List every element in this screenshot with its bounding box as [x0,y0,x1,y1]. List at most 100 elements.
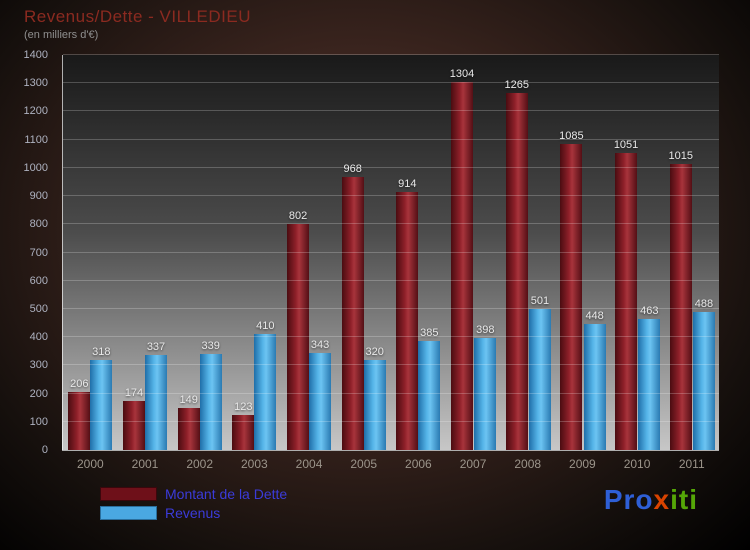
x-tick-label: 2010 [623,457,651,471]
bar-value-label: 1304 [449,68,475,81]
bar-dette [451,82,474,450]
logo-letter: i [670,484,679,515]
legend-row-dette: Montant de la Dette [100,486,287,502]
bar-value-label: 149 [179,393,198,406]
logo-letter: o [635,484,654,515]
y-tick-label: 1200 [23,105,48,118]
bar-value-label: 385 [420,327,439,340]
bar-group: 1085 448 2009 [555,55,610,471]
bar-revenus [145,354,167,450]
barwrap-revenus: 337 [145,55,167,450]
bar-revenus [363,359,386,450]
legend: Montant de la Dette Revenus [100,486,287,524]
bar-revenus [583,323,606,450]
barwrap-dette: 1265 [504,55,529,450]
x-tick-label: 2003 [241,457,268,471]
y-tick-label: 300 [29,359,48,372]
legend-swatch-revenus [100,506,157,520]
logo-letter: r [623,484,636,515]
bar-value-label: 448 [585,309,604,322]
y-tick-label: 500 [29,302,48,315]
bar-group: 123 410 2003 [227,55,282,471]
logo-letter: x [653,484,671,515]
barwrap-dette: 914 [396,55,419,450]
bar-value-label: 914 [398,178,417,191]
barwrap-revenus: 463 [638,55,661,450]
bar-group: 1015 488 2011 [664,55,719,471]
x-tick-label: 2011 [678,457,705,471]
logo-letter: t [678,484,690,515]
bar-value-label: 123 [234,401,253,414]
bar-group: 1051 463 2010 [610,55,665,471]
bar-value-label: 339 [201,340,220,353]
y-tick-label: 600 [29,274,48,287]
bar-revenus [309,353,332,450]
bar-revenus [528,308,551,450]
bar-revenus [692,312,715,450]
barwrap-dette: 1085 [559,55,584,450]
barwrap-revenus: 385 [418,55,441,450]
bar-group: 149 339 2002 [172,55,227,471]
barwrap-dette: 1015 [668,55,693,450]
bar-group: 206 318 2000 [63,55,118,471]
bar-revenus [474,337,497,450]
bar-group: 1304 398 2007 [446,55,501,471]
logo-letter: i [689,484,698,515]
y-tick-label: 400 [29,331,48,344]
bar-group: 802 343 2004 [282,55,337,471]
bar-revenus [418,341,441,450]
barwrap-dette: 802 [287,55,310,450]
bar-value-label: 337 [146,340,166,353]
x-tick-label: 2007 [459,457,487,471]
barwrap-revenus: 343 [309,55,332,450]
barwrap-dette: 1304 [450,55,474,450]
bar-group: 174 337 2001 [118,55,173,471]
x-tick-label: 2009 [569,457,596,471]
y-tick-label: 700 [29,246,48,259]
barwrap-revenus: 448 [583,55,606,450]
logo-letter: P [603,484,624,515]
y-tick-label: 200 [29,387,48,400]
bar-value-label: 968 [343,162,362,175]
bar-value-label: 501 [530,294,550,307]
bar-group: 914 385 2006 [391,55,446,471]
bar-value-label: 1015 [668,149,693,162]
barwrap-revenus: 398 [474,55,497,450]
y-axis-labels: 0 100 200 300 400 500 600 700 800 900 1000 1100 1200… [0,49,56,456]
x-tick-label: 2001 [131,457,159,471]
barwrap-dette: 123 [232,55,255,450]
bar-dette [341,176,364,450]
proxiti-logo: Proxiti [604,484,698,516]
bar-value-label: 320 [365,345,384,358]
bar-value-label: 802 [288,209,308,222]
legend-label-dette: Montant de la Dette [165,486,288,502]
barwrap-revenus: 318 [90,55,113,450]
bar-dette [177,407,200,450]
bar-revenus [638,319,661,450]
y-tick-label: 900 [29,190,48,203]
x-tick-label: 2000 [76,457,104,471]
y-tick-label: 1000 [23,161,48,174]
y-tick-label: 1400 [23,49,48,61]
bar-value-label: 206 [70,377,89,390]
x-tick-label: 2004 [295,457,323,471]
bar-value-label: 410 [256,320,275,333]
y-tick-label: 1100 [24,133,48,146]
y-tick-label: 100 [29,415,48,428]
bar-dette [232,415,255,450]
bar-revenus [90,360,113,450]
chart-subtitle: (en milliers d'€) [24,29,99,41]
legend-label-revenus: Revenus [165,505,221,521]
barwrap-dette: 1051 [614,55,638,450]
bar-value-label: 174 [124,386,144,399]
bar-value-label: 463 [640,305,659,318]
x-tick-label: 2005 [350,457,378,471]
bar-dette [560,143,583,450]
bar-dette [287,223,310,450]
plot-area: 206 318 2000 174 337 2001 149 339 2002 123 410 2003… [62,54,719,471]
barwrap-revenus: 410 [254,55,277,450]
legend-swatch-dette [100,487,157,501]
bar-dette [615,153,638,450]
bar-value-label: 488 [694,298,714,311]
